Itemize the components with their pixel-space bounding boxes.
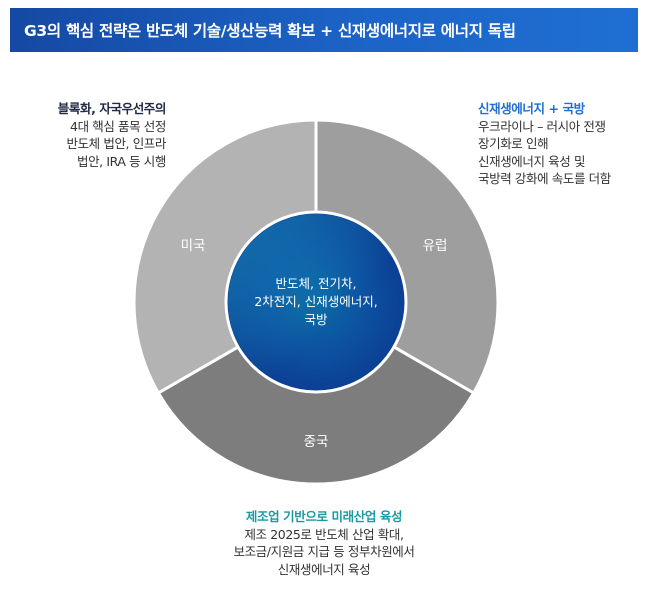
title-banner: G3의 핵심 전략은 반도체 기술/생산능력 확보 + 신재생에너지로 에너지 … [10,8,638,52]
core-sheen [228,214,404,390]
note-us-heading: 블록화, 자국우선주의 [57,101,167,116]
note-us-line: 4대 핵심 품목 선정 [70,118,166,134]
note-cn-line: 보조금/지원금 지급 등 정부차원에서 [233,544,415,559]
segment-label-eu: 유럽 [423,238,448,254]
segment-label-cn: 중국 [304,434,329,450]
note-cn: 제조업 기반으로 미래산업 육성 제조 2025로 반도체 산업 확대, 보조금… [233,508,414,578]
note-cn-heading: 제조업 기반으로 미래산업 육성 [245,509,403,524]
note-us-line: 반도체 법안, 인프라 [66,136,166,151]
note-eu-line: 우크라이나 – 러시아 전쟁 [478,118,606,134]
core-text-line-2: 2차전지, 신재생에너지, [254,294,377,309]
note-eu-line: 국방력 강화에 속도를 더함 [478,171,611,186]
core-text-line-3: 국방 [304,312,328,327]
note-eu-heading: 신재생에너지 + 국방 [478,101,585,116]
note-eu-line: 장기화로 인해 [478,136,549,151]
note-us-line: 법안, IRA 등 시행 [76,153,166,169]
note-eu: 신재생에너지 + 국방 우크라이나 – 러시아 전쟁 장기화로 인해 신재생에너… [478,100,611,188]
note-eu-line: 신재생에너지 육성 및 [478,153,586,169]
note-cn-line: 신재생에너지 육성 [277,561,371,577]
note-us: 블록화, 자국우선주의 4대 핵심 품목 선정 반도체 법안, 인프라 법안, … [57,100,167,170]
note-cn-line: 제조 2025로 반도체 산업 확대, [244,526,404,542]
segment-label-us: 미국 [181,238,206,254]
core-text-line-1: 반도체, 전기차, [276,276,357,291]
page-title: G3의 핵심 전략은 반도체 기술/생산능력 확보 + 신재생에너지로 에너지 … [24,22,516,40]
